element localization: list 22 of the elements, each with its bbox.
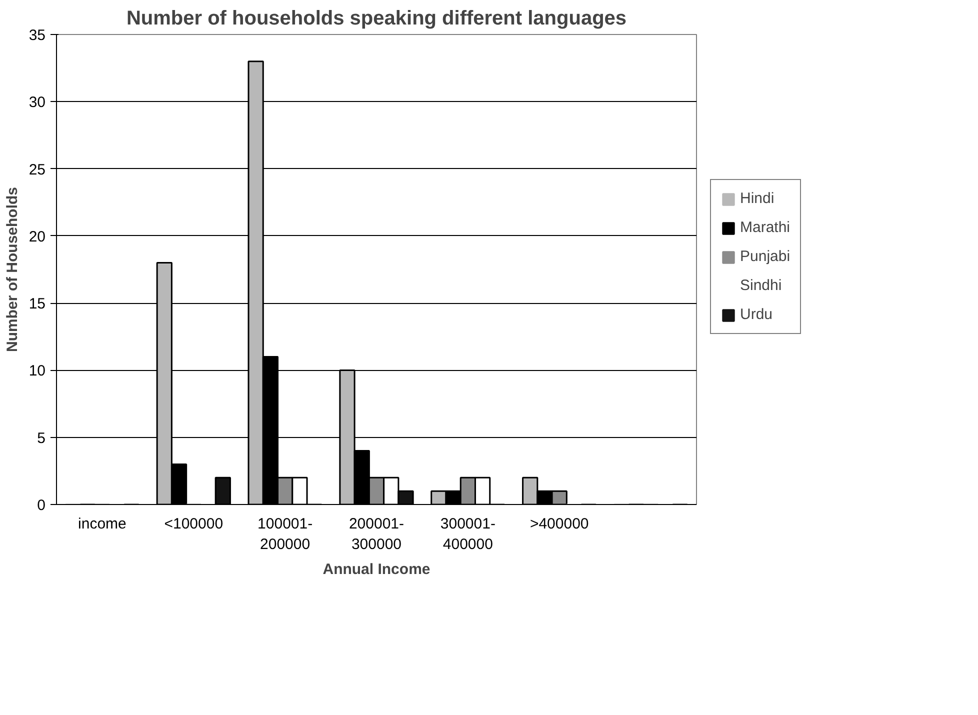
y-axis-title: Number of Households (4, 186, 21, 352)
y-tick-label: 15 (28, 296, 46, 313)
y-tick-label: 20 (28, 228, 46, 246)
x-tick-label: 300001- 400000 (440, 516, 496, 553)
y-tick-label: 35 (28, 27, 46, 44)
legend-label: Hindi (740, 190, 774, 207)
text: Sindhi (740, 277, 782, 294)
y-tick-label: 5 (37, 430, 46, 447)
legend-label: Urdu (740, 306, 773, 323)
y-tick-label: 0 (37, 497, 46, 514)
y-tick-label: 25 (28, 161, 46, 178)
x-axis-title: Annual Income (322, 560, 430, 578)
x-tick-label: income (78, 516, 126, 532)
x-tick-label: >400000 (530, 516, 589, 532)
x-tick-label: 100001- 200000 (258, 516, 313, 553)
y-tick-label: 30 (28, 94, 46, 112)
legend-label: Marathi (740, 219, 790, 236)
x-tick-label: 200001- 300000 (348, 516, 404, 553)
y-tick-label: 10 (28, 362, 46, 380)
legend-label: Punjabi (740, 248, 790, 265)
x-tick-label: <100000 (164, 516, 224, 532)
chart-title: Number of households speaking different languages (126, 8, 627, 30)
